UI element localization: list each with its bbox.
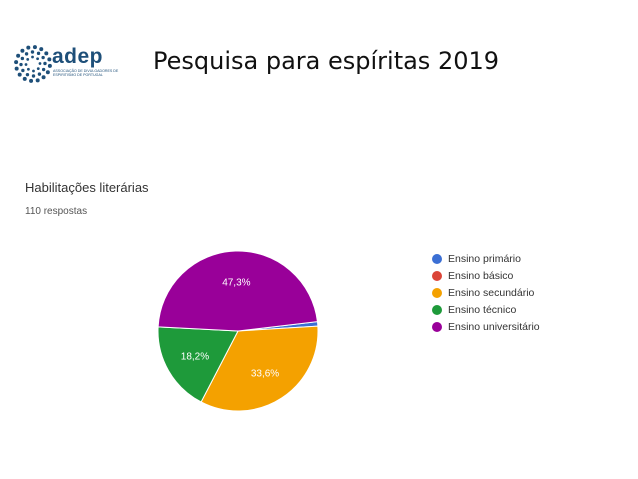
logo-dot	[31, 55, 34, 59]
logo-dot	[32, 45, 37, 50]
logo-dot	[22, 76, 27, 81]
logo-dot	[37, 72, 42, 76]
logo-dot	[43, 61, 47, 66]
logo-dot	[30, 50, 35, 54]
logo-dot	[29, 78, 34, 83]
logo-dot	[36, 57, 39, 61]
logo-dot	[47, 57, 52, 62]
logo-dot	[26, 45, 31, 50]
logo-dot	[16, 53, 21, 58]
legend-entry: Ensino primário	[432, 250, 540, 267]
legend-swatch	[432, 253, 442, 264]
logo-dot	[24, 52, 29, 56]
legend-entry: Ensino universitário	[432, 318, 540, 335]
pie-slice	[157, 250, 319, 332]
chart-legend: Ensino primário Ensino básico Ensino secun…	[432, 250, 540, 335]
legend-label: Ensino universitário	[448, 320, 540, 333]
logo-dot	[39, 47, 44, 52]
logo-dot	[27, 67, 30, 71]
logo-dot	[47, 63, 52, 68]
logo-dot	[17, 72, 22, 77]
logo-dot	[20, 48, 25, 53]
logo-dot	[19, 62, 23, 67]
logo-wordmark: adep	[52, 45, 104, 68]
logo-dot	[36, 51, 41, 56]
chart-subtitle: 110 respostas	[25, 206, 88, 217]
logo-dot	[32, 69, 35, 73]
legend-entry: Ensino técnico	[432, 301, 540, 318]
legend-label: Ensino primário	[448, 252, 521, 265]
legend-label: Ensino básico	[448, 269, 514, 282]
logo-dot	[14, 66, 19, 71]
logo-dot	[44, 51, 49, 56]
pie-slice-label: 47,3%	[222, 277, 250, 288]
logo-dot	[31, 74, 36, 78]
logo-dot	[14, 60, 19, 65]
chart-title: Habilitações literárias	[25, 180, 149, 195]
pie-slice	[157, 326, 239, 403]
logo-dot	[26, 58, 30, 61]
logo-dot	[41, 67, 46, 72]
logo-dot	[41, 75, 46, 80]
logo-dot	[36, 67, 40, 70]
pie-slice-label: 18,2%	[181, 352, 209, 363]
legend-swatch	[432, 321, 442, 332]
logo-subtitle: Associação de Divulgadores de Espiritism…	[53, 69, 119, 77]
logo-dot	[24, 63, 28, 66]
legend-swatch	[432, 270, 442, 281]
logo-dots-icon	[14, 45, 52, 83]
pie-slice-label: 33,6%	[251, 369, 279, 380]
legend-entry: Ensino secundário	[432, 284, 540, 301]
legend-swatch	[432, 304, 442, 315]
legend-entry: Ensino básico	[432, 267, 540, 284]
logo-dot	[41, 55, 45, 60]
logo-dot	[38, 62, 42, 65]
logo-dot	[35, 78, 40, 83]
legend-label: Ensino técnico	[448, 303, 517, 316]
legend-label: Ensino secundário	[448, 286, 535, 299]
pie-slice	[200, 325, 319, 412]
logo-dot	[25, 72, 30, 77]
logo-dot	[21, 68, 25, 73]
slide-title: Pesquisa para espíritas 2019	[153, 47, 500, 75]
logo-dot	[45, 70, 50, 75]
logo-dot	[20, 56, 25, 61]
legend-swatch	[432, 287, 442, 298]
